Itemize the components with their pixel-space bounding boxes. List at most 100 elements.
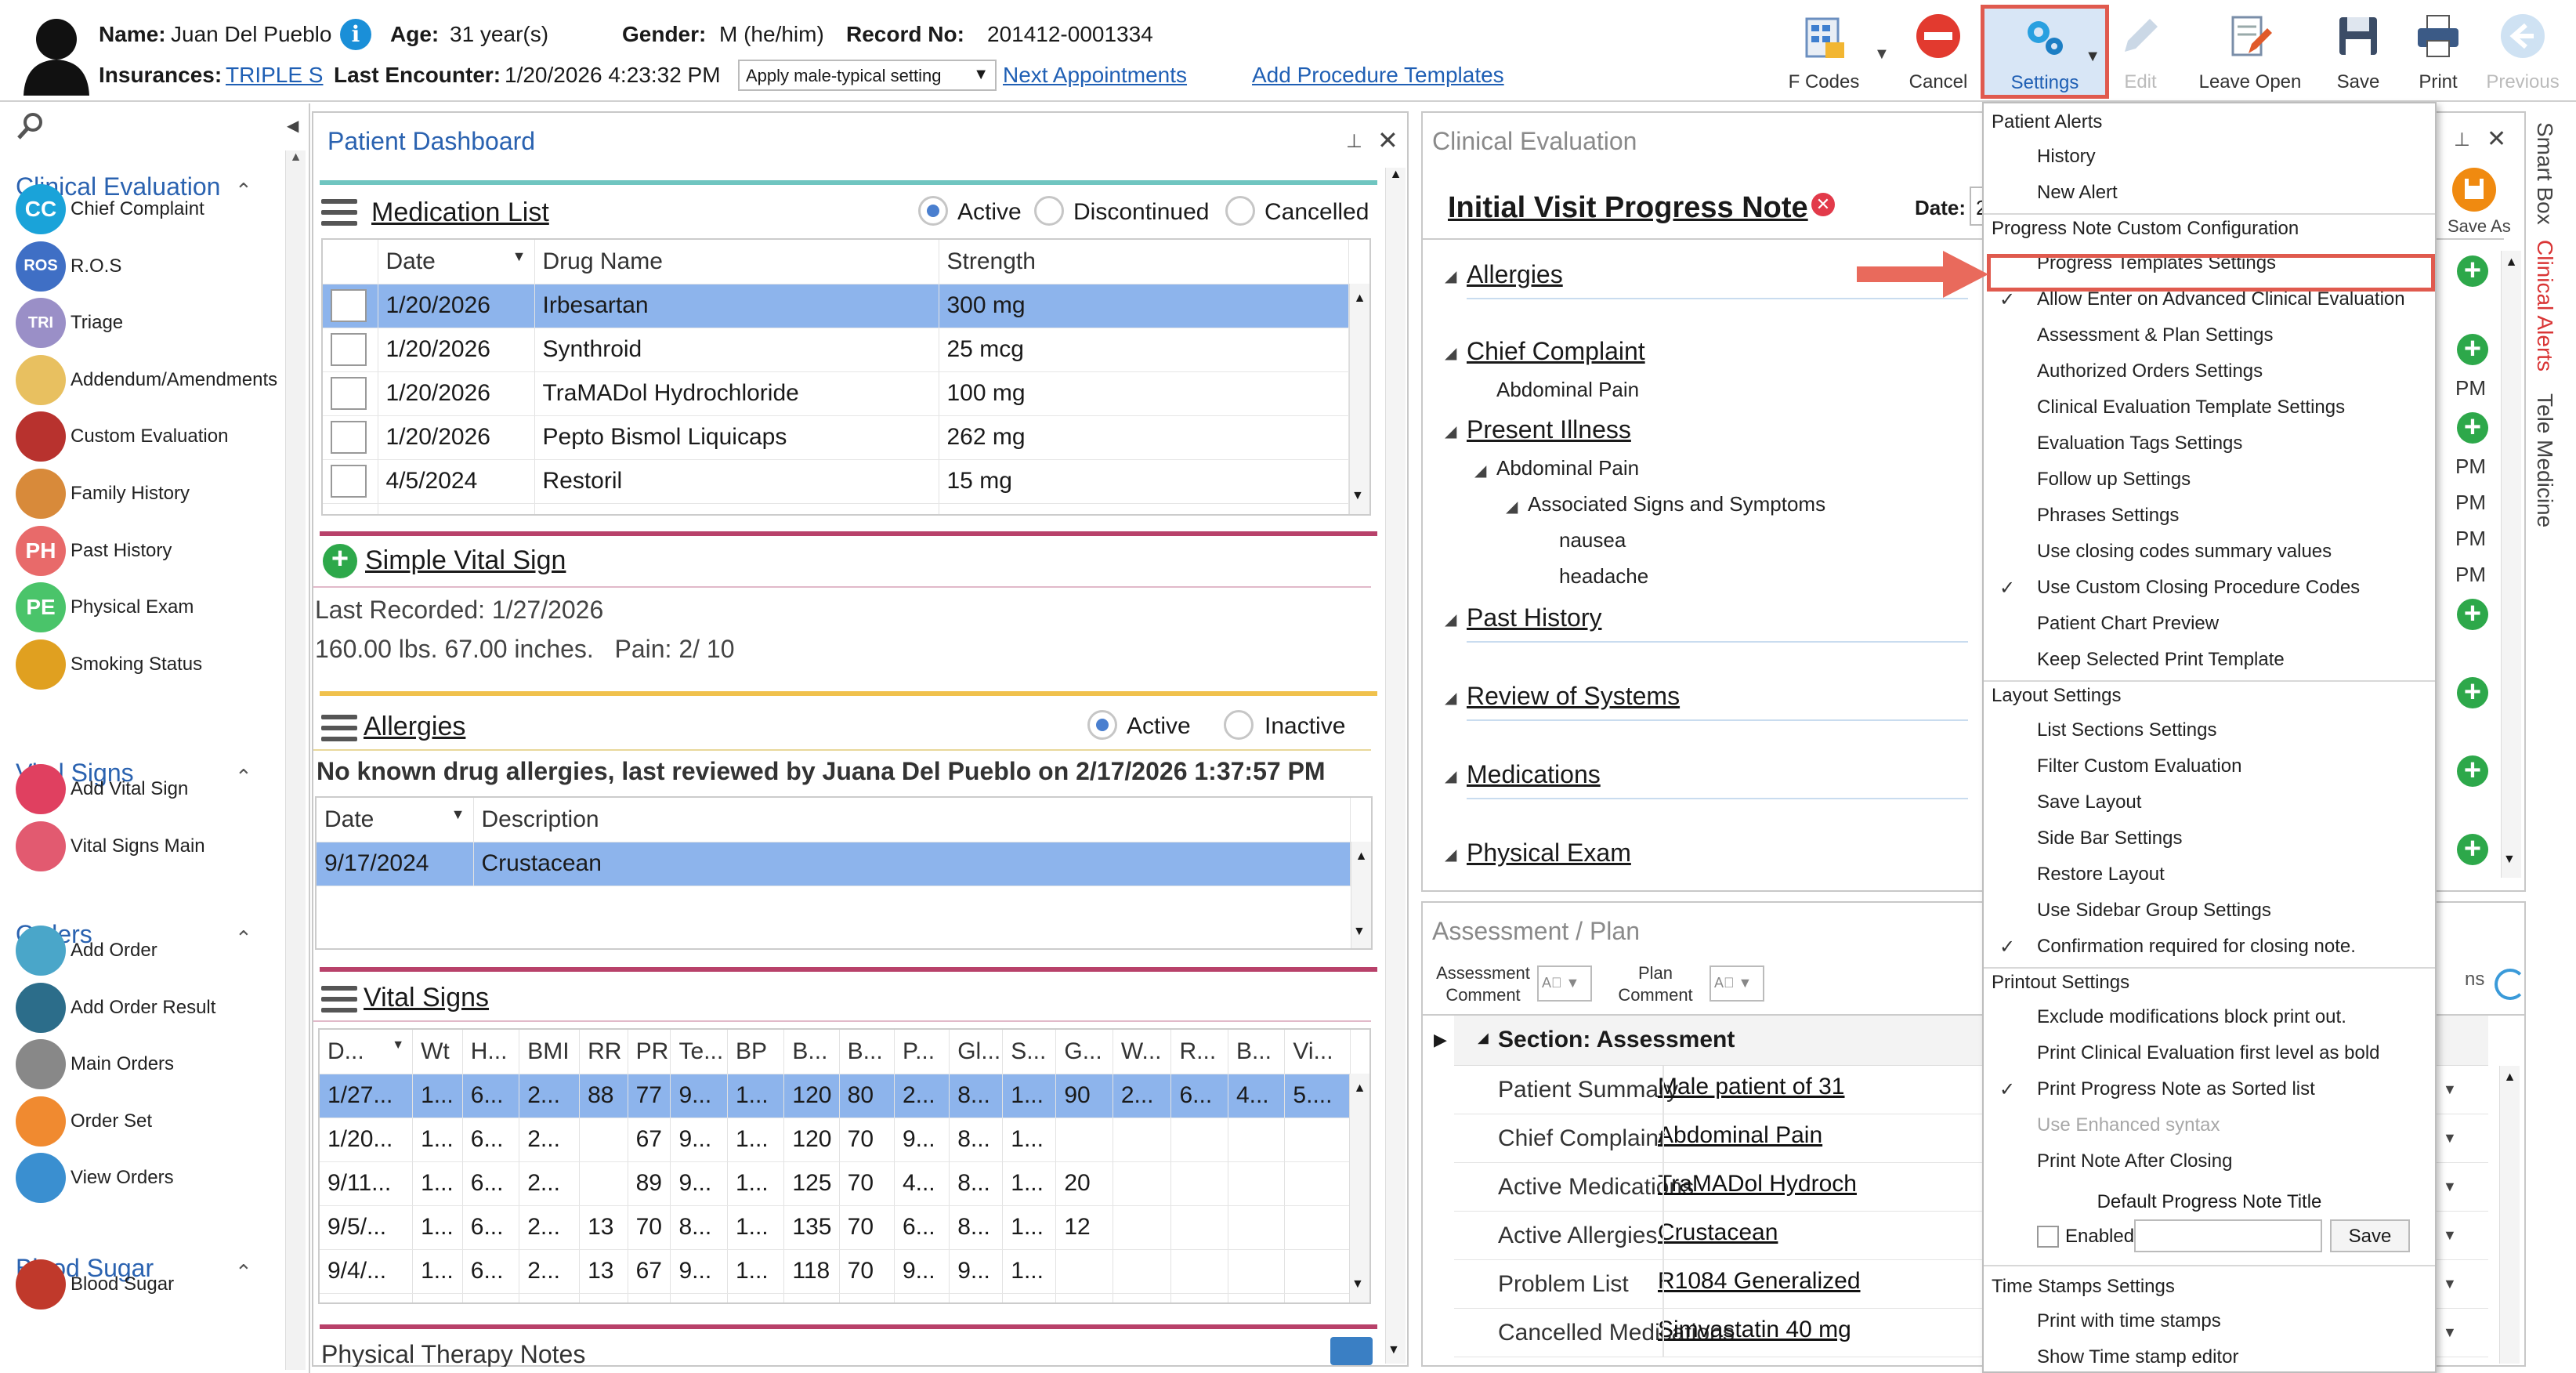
medication-row[interactable]: 1/20/2026 TraMADol Hydrochloride 100 mg [323,371,1349,416]
expand-icon[interactable]: ▶ [1434,1030,1447,1049]
assessment-row[interactable]: Active Medications TraMADol Hydroch ▼ [1454,1163,2488,1212]
chevron-up-icon[interactable]: ⌃ [235,1260,252,1284]
chevron-down-icon[interactable]: ▼ [2443,1081,2457,1097]
medication-discontinued-radio[interactable] [1034,196,1064,226]
sidebar-item[interactable]: PH Past History [16,523,172,578]
medication-row-checkbox-cell[interactable] [323,415,378,460]
menu-item[interactable]: Print Clinical Evaluation first level as… [2037,1042,2380,1063]
close-icon[interactable]: ✕ [1377,126,1398,154]
assessment-row-value[interactable]: Crustacean [1658,1219,1778,1245]
medication-row-checkbox-cell[interactable] [323,459,378,504]
settings-button[interactable]: Settings ▼ [1981,5,2109,99]
medication-row-checkbox-cell[interactable] [323,328,378,372]
vitals-col-header[interactable]: W... [1113,1030,1172,1074]
sidebar-item[interactable]: Add Vital Sign [16,762,188,817]
vitals-row[interactable]: 9/17...1... 689... [320,1293,1351,1302]
ce-section-present-illness[interactable]: Present Illness [1467,415,1631,444]
vitals-col-header[interactable]: PR [628,1030,671,1074]
menu-item[interactable]: List Sections Settings [2037,719,2217,741]
ce-section-allergies[interactable]: Allergies [1467,260,1563,288]
past-history-expander[interactable]: ◢ [1445,611,1457,629]
menu-item[interactable]: Follow up Settings [2037,469,2191,490]
chevron-up-icon[interactable]: ⌃ [235,179,252,202]
menu-item[interactable]: Patient Chart Preview [2037,613,2220,634]
vitals-grid-scrollbar[interactable]: ▲ ▼ [1349,1074,1369,1302]
clinical-scrollbar[interactable]: ▲ ▼ [2501,251,2521,878]
default-title-input[interactable] [2134,1219,2322,1252]
add-present-illness-icon[interactable]: + [2457,412,2488,444]
medication-col-drug[interactable]: Drug Name [534,240,939,284]
medication-row[interactable]: 4/5/2024 Restoril 15 mg [323,459,1349,504]
row-checkbox[interactable] [331,421,367,454]
vitals-col-header[interactable]: Te... [670,1030,728,1074]
sidebar-scrollbar[interactable]: ▲ [285,150,306,1370]
menu-item[interactable]: Authorized Orders Settings [2037,360,2263,382]
menu-item[interactable]: Save Layout [2037,792,2142,813]
settings-dropdown-icon[interactable]: ▼ [2085,48,2100,65]
sidebar-item[interactable]: Addendum/Amendments [16,353,277,408]
menu-item-show-time-editor[interactable]: Show Time stamp editor [2037,1346,2239,1368]
sidebar-item[interactable]: Blood Sugar [16,1257,174,1312]
vitals-col-header[interactable]: D... ▼ [320,1030,414,1074]
menu-item[interactable]: Print Note After Closing [2037,1150,2233,1172]
medication-row[interactable]: 1/20/2026 Pepto Bismol Liquicaps 262 mg [323,415,1349,460]
vitals-col-header[interactable]: B... [839,1030,895,1074]
menu-item[interactable]: New Alert [2037,182,2118,203]
add-medications-icon[interactable]: + [2457,755,2488,787]
add-ros-icon[interactable]: + [2457,677,2488,708]
pin-icon[interactable]: ⊥ [1346,131,1362,152]
chief-complaint-expander[interactable]: ◢ [1445,345,1457,362]
allergies-col-date[interactable]: Date ▼ [317,798,474,842]
menu-item[interactable]: History [2037,146,2096,167]
dashboard-scrollbar[interactable]: ▲ ▼ [1385,168,1406,1364]
ce-section-physical-exam[interactable]: Physical Exam [1467,839,1631,867]
sidebar-item[interactable]: Add Order Result [16,980,215,1035]
print-button[interactable]: Print [2391,8,2485,96]
collapse-sidebar-icon[interactable]: ◀ [287,118,299,135]
previous-button[interactable]: Previous [2476,8,2570,96]
allergies-grid-scrollbar[interactable]: ▲ ▼ [1351,842,1371,948]
menu-item[interactable]: Restore Layout [2037,864,2165,885]
save-button[interactable]: Save [2311,8,2405,96]
ros-expander[interactable]: ◢ [1445,690,1457,707]
chevron-down-icon[interactable]: ▼ [2443,1179,2457,1194]
vitals-col-header[interactable]: R... [1170,1030,1228,1074]
allergies-title[interactable]: Allergies [364,712,466,741]
chevron-down-icon[interactable]: ▼ [2443,1276,2457,1291]
sidebar-item[interactable]: Main Orders [16,1037,174,1092]
sidebar-item[interactable]: Custom Evaluation [16,409,228,464]
add-vital-plus-icon[interactable]: + [323,544,357,578]
allergies-col-description[interactable]: Description [473,798,1351,842]
edit-button[interactable]: Edit [2093,8,2187,96]
medications-expander[interactable]: ◢ [1445,768,1457,785]
assessment-row-value[interactable]: Male patient of 31 [1658,1074,1845,1099]
allergies-menu-icon[interactable] [321,715,357,741]
clinical-alerts-tab[interactable]: Clinical Alerts [2533,240,2557,372]
sidebar-item[interactable]: Order Set [16,1094,152,1149]
sidebar-item[interactable]: TRI Triage [16,295,123,350]
chevron-up-icon[interactable]: ⌃ [235,765,252,788]
plan-comment-dropdown[interactable]: A⃞ ▼ [1709,965,1764,1002]
vitals-col-header[interactable]: BMI [519,1030,581,1074]
assessment-row[interactable]: Patient Summary Male patient of 31 ▼ [1454,1066,2488,1114]
row-checkbox[interactable] [331,377,367,410]
simple-vital-title[interactable]: Simple Vital Sign [365,545,566,575]
vitals-col-header[interactable]: H... [462,1030,520,1074]
menu-item[interactable]: Phrases Settings [2037,505,2180,526]
physical-exam-expander[interactable]: ◢ [1445,846,1457,864]
cancel-button[interactable]: Cancel [1891,8,1985,96]
pin-icon[interactable]: ⊥ [2454,129,2470,150]
sidebar-item[interactable]: Smoking Status [16,637,202,692]
vital-signs-title[interactable]: Vital Signs [364,983,490,1013]
menu-item[interactable]: Use Sidebar Group Settings [2037,900,2271,921]
chevron-down-icon[interactable]: ▼ [2443,1227,2457,1243]
ce-section-chief-complaint[interactable]: Chief Complaint [1467,337,1645,365]
pt-notes-icon[interactable] [1330,1337,1373,1365]
add-chief-complaint-icon[interactable]: + [2457,334,2488,365]
menu-item[interactable]: Filter Custom Evaluation [2037,755,2242,777]
vitals-col-header[interactable]: Wt [412,1030,463,1074]
vitals-col-header[interactable]: Gl... [949,1030,1004,1074]
vitals-col-header[interactable]: S... [1002,1030,1057,1074]
allergies-expander[interactable]: ◢ [1445,268,1457,285]
menu-item[interactable]: Use Custom Closing Procedure Codes [2037,577,2361,598]
